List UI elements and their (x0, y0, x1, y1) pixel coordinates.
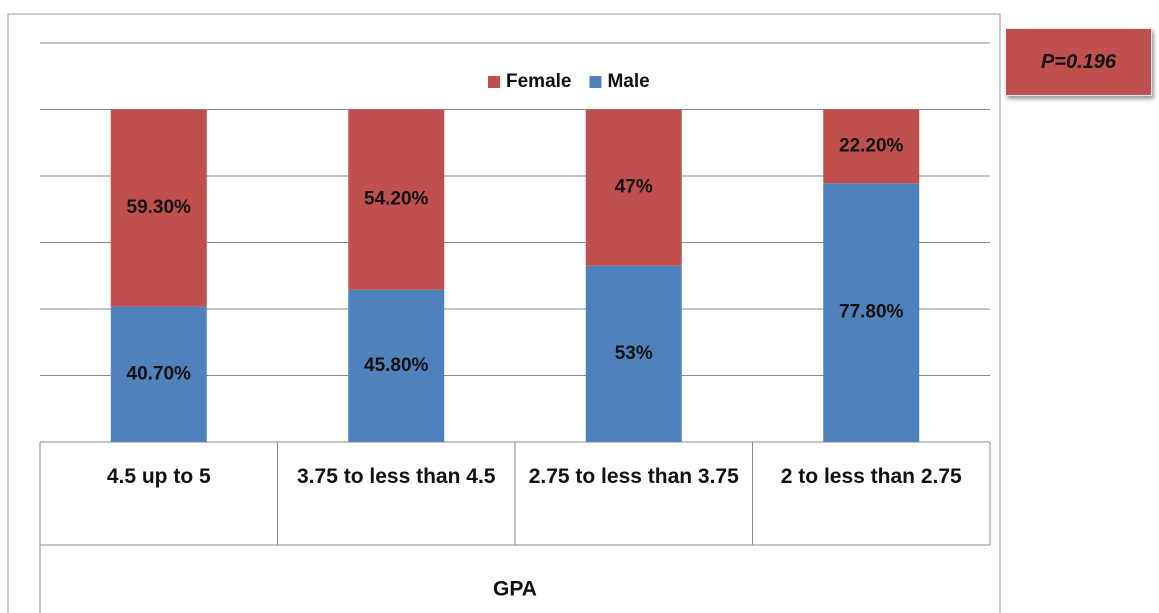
x-tick-label: 3.75 to less than 4.5 (297, 465, 496, 488)
legend-swatch (589, 76, 602, 88)
data-label: 77.80% (839, 302, 904, 323)
data-label: 47% (615, 177, 653, 198)
data-label: 54.20% (364, 189, 429, 210)
bar-segment (823, 183, 920, 442)
x-axis-title: GPA (493, 578, 537, 601)
x-tick-label: 2.75 to less than 3.75 (528, 465, 739, 488)
data-label: 59.30% (127, 197, 192, 218)
data-label: 53% (615, 343, 653, 364)
data-label: 40.70% (127, 363, 192, 384)
x-tick-label: 2 to less than 2.75 (780, 465, 962, 488)
annotation: P=0.196 (1005, 28, 1152, 96)
bar-segment (110, 306, 207, 442)
x-tick-label: 4.5 up to 5 (106, 465, 211, 488)
chart-frame (7, 13, 1001, 613)
bar-segment (348, 109, 445, 290)
bar-segment (823, 109, 920, 184)
data-label: 22.20% (839, 135, 904, 156)
bar-segment (110, 109, 207, 307)
bar-segment (585, 109, 682, 266)
bar-segment (348, 289, 445, 442)
data-label: 45.80% (364, 355, 429, 376)
bar-segment (585, 265, 682, 442)
legend-swatch (488, 76, 500, 88)
legend-label: Male (607, 71, 649, 92)
legend-label: Female (506, 71, 571, 92)
